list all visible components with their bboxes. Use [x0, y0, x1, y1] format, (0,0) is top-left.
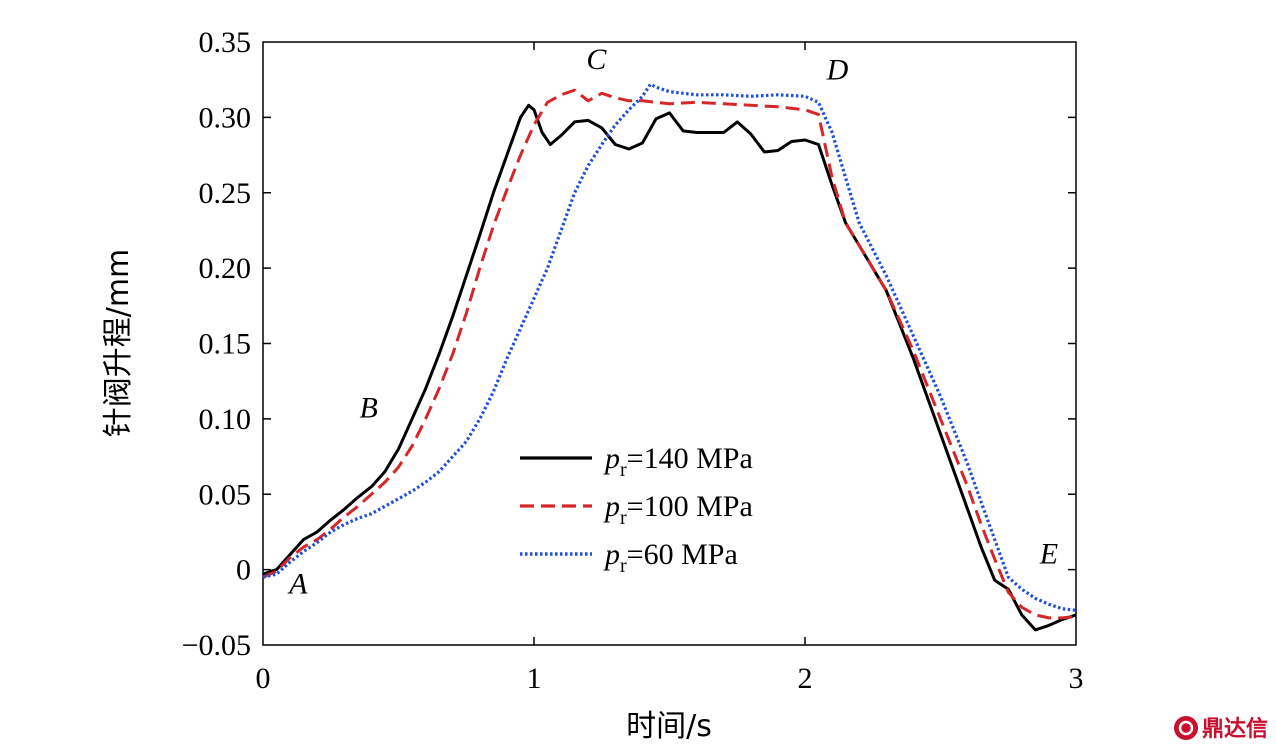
y-tick-label: 0 [236, 554, 251, 587]
annotation-A: A [287, 568, 308, 601]
legend-label-0: pr=140 MPa [603, 442, 753, 481]
annotations: A B C D E [287, 43, 1058, 601]
series-line-0 [262, 103, 1077, 632]
series-line-1 [262, 88, 1077, 620]
series-layer [262, 82, 1077, 632]
y-tick-label: 0.05 [199, 478, 252, 511]
x-tick-label: 2 [798, 662, 813, 695]
x-tick-label: 0 [256, 662, 271, 695]
legend: pr=140 MPa pr=100 MPa pr=60 MPa [520, 442, 753, 577]
y-tick-label: 0.10 [199, 403, 252, 436]
x-axis-title: 时间/s [626, 709, 712, 744]
annotation-E: E [1039, 538, 1058, 571]
y-tick-label: 0.25 [199, 177, 252, 210]
y-axis-ticks: −0.05 0 0.05 0.10 0.15 0.20 0.25 0.30 0.35 [182, 26, 1076, 662]
legend-label-2: pr=60 MPa [603, 538, 738, 577]
watermark: 鼎达信 [1174, 716, 1268, 742]
y-tick-label: −0.05 [182, 629, 251, 662]
y-tick-label: 0.35 [199, 26, 252, 59]
legend-label-1: pr=100 MPa [603, 490, 753, 529]
annotation-D: D [826, 54, 849, 87]
x-tick-label: 3 [1069, 662, 1084, 695]
annotation-C: C [586, 43, 607, 76]
series-line-2 [262, 82, 1077, 612]
x-axis-ticks: 0 1 2 3 [256, 42, 1084, 695]
x-tick-label: 1 [527, 662, 542, 695]
y-axis-title: 针阀升程/mm [101, 249, 136, 438]
nd-logo-icon [1174, 716, 1198, 740]
y-tick-label: 0.30 [199, 101, 252, 134]
watermark-text: 鼎达信 [1202, 716, 1268, 742]
y-tick-label: 0.20 [199, 252, 252, 285]
y-tick-label: 0.15 [199, 328, 252, 361]
annotation-B: B [360, 391, 378, 424]
